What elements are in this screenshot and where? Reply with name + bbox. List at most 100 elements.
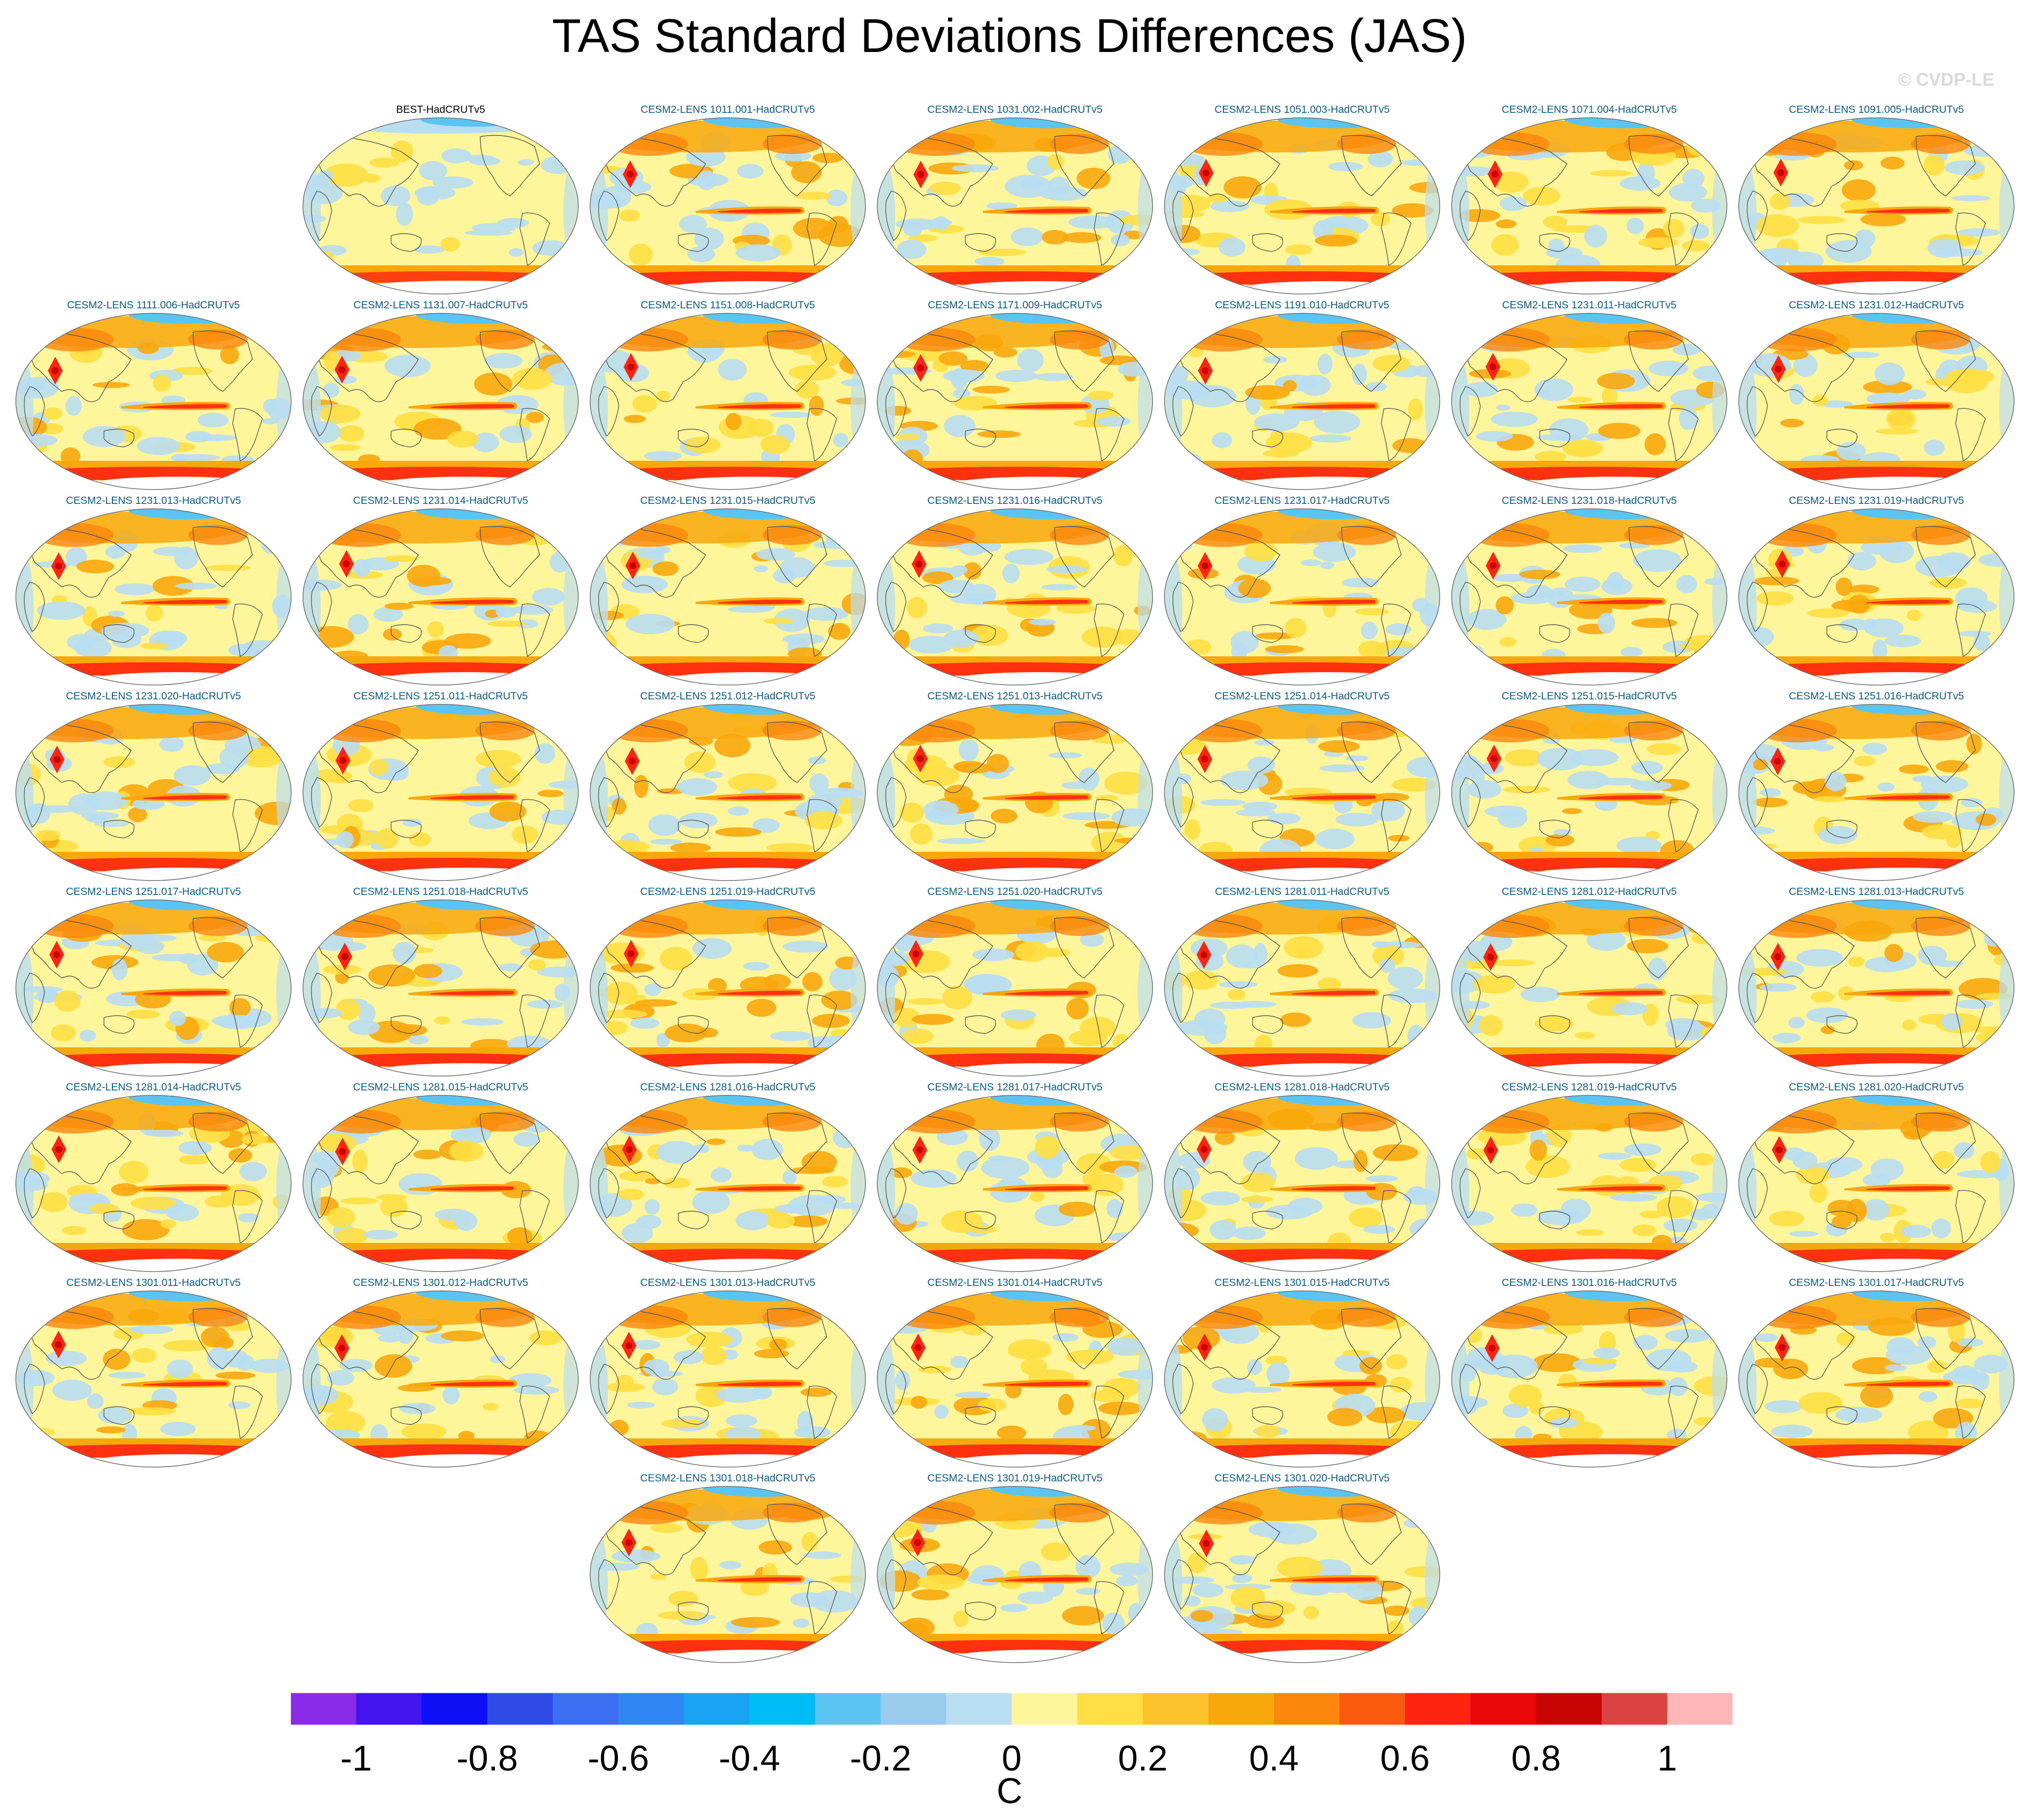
- colorbar-swatch: [421, 1693, 488, 1725]
- map-panel: CESM2-LENS 1281.018-HadCRUTv5: [1159, 1082, 1446, 1279]
- colorbar-swatch: [815, 1693, 881, 1725]
- panel-title: CESM2-LENS 1231.018-HadCRUTv5: [1502, 495, 1677, 506]
- map-panel: CESM2-LENS 1231.018-HadCRUTv5: [1446, 495, 1733, 693]
- colorbar-tick-label: 1: [1657, 1739, 1677, 1772]
- panel-title: CESM2-LENS 1301.018-HadCRUTv5: [640, 1473, 815, 1484]
- colorbar-swatch: [1470, 1693, 1537, 1725]
- panel-title: CESM2-LENS 1301.011-HadCRUTv5: [66, 1277, 241, 1288]
- map-panel: CESM2-LENS 1171.009-HadCRUTv5: [871, 299, 1159, 497]
- panel-title: CESM2-LENS 1281.019-HadCRUTv5: [1502, 1082, 1677, 1093]
- map-panel: CESM2-LENS 1251.017-HadCRUTv5: [10, 886, 297, 1084]
- map-panel: CESM2-LENS 1281.015-HadCRUTv5: [297, 1082, 584, 1279]
- map-panel: CESM2-LENS 1151.008-HadCRUTv5: [584, 299, 871, 497]
- panel-title: CESM2-LENS 1231.014-HadCRUTv5: [353, 495, 528, 506]
- map-panel: CESM2-LENS 1251.013-HadCRUTv5: [871, 690, 1159, 888]
- colorbar-swatch: [1274, 1693, 1340, 1725]
- colorbar-swatch: [618, 1693, 684, 1725]
- panel-title: CESM2-LENS 1281.011-HadCRUTv5: [1214, 886, 1390, 897]
- panel-title: CESM2-LENS 1251.018-HadCRUTv5: [353, 886, 528, 897]
- colorbar-swatch: [1077, 1693, 1143, 1725]
- globe-map: [877, 899, 1153, 1077]
- map-panel: CESM2-LENS 1281.020-HadCRUTv5: [1733, 1082, 2019, 1279]
- colorbar-tick-label: 0.8: [1512, 1739, 1561, 1772]
- globe-map: [590, 1095, 866, 1272]
- map-panel: CESM2-LENS 1231.016-HadCRUTv5: [871, 495, 1159, 693]
- panel-title: CESM2-LENS 1111.006-HadCRUTv5: [67, 299, 240, 311]
- panel-title: CESM2-LENS 1231.012-HadCRUTv5: [1789, 299, 1964, 311]
- map-panel: CESM2-LENS 1031.002-HadCRUTv5: [871, 104, 1159, 302]
- map-panel: CESM2-LENS 1301.012-HadCRUTv5: [297, 1277, 584, 1475]
- map-panel: CESM2-LENS 1281.017-HadCRUTv5: [871, 1082, 1159, 1279]
- panel-title: CESM2-LENS 1301.017-HadCRUTv5: [1789, 1277, 1964, 1288]
- colorbar-swatch: [356, 1693, 422, 1725]
- panel-title: CESM2-LENS 1251.011-HadCRUTv5: [353, 690, 528, 702]
- colorbar-swatch: [1143, 1693, 1209, 1725]
- colorbar-tick-label: -1: [340, 1739, 372, 1772]
- panel-title: CESM2-LENS 1251.015-HadCRUTv5: [1502, 690, 1677, 702]
- map-panel: CESM2-LENS 1301.015-HadCRUTv5: [1159, 1277, 1446, 1475]
- map-panel: CESM2-LENS 1251.020-HadCRUTv5: [871, 886, 1159, 1084]
- globe-map: [1451, 508, 1727, 686]
- globe-map: [590, 508, 866, 686]
- globe-map: [590, 899, 866, 1077]
- map-panel: CESM2-LENS 1251.011-HadCRUTv5: [297, 690, 584, 888]
- map-panel: CESM2-LENS 1131.007-HadCRUTv5: [297, 299, 584, 497]
- globe-map: [1164, 899, 1440, 1077]
- panel-title: CESM2-LENS 1301.020-HadCRUTv5: [1214, 1473, 1390, 1484]
- map-panel: CESM2-LENS 1251.019-HadCRUTv5: [584, 886, 871, 1084]
- panel-title: CESM2-LENS 1281.014-HadCRUTv5: [66, 1082, 241, 1093]
- globe-map: [590, 313, 866, 490]
- map-panel: CESM2-LENS 1231.020-HadCRUTv5: [10, 690, 297, 888]
- map-panel: CESM2-LENS 1231.012-HadCRUTv5: [1733, 299, 2019, 497]
- colorbar-tick-label: 0: [1002, 1739, 1021, 1772]
- map-panel: CESM2-LENS 1251.012-HadCRUTv5: [584, 690, 871, 888]
- panel-title: CESM2-LENS 1281.015-HadCRUTv5: [353, 1082, 528, 1093]
- globe-map: [1164, 1486, 1440, 1663]
- map-panel: CESM2-LENS 1281.011-HadCRUTv5: [1159, 886, 1446, 1084]
- globe-map: [1451, 313, 1727, 490]
- colorbar-swatch: [880, 1693, 947, 1725]
- panel-title: CESM2-LENS 1301.014-HadCRUTv5: [927, 1277, 1103, 1288]
- map-panel: CESM2-LENS 1301.014-HadCRUTv5: [871, 1277, 1159, 1475]
- globe-map: [877, 1290, 1153, 1468]
- globe-map: [590, 704, 866, 881]
- panel-title: CESM2-LENS 1051.003-HadCRUTv5: [1214, 104, 1390, 115]
- map-panel: CESM2-LENS 1251.016-HadCRUTv5: [1733, 690, 2019, 888]
- panel-title: CESM2-LENS 1281.018-HadCRUTv5: [1214, 1082, 1390, 1093]
- panel-title: CESM2-LENS 1251.017-HadCRUTv5: [66, 886, 241, 897]
- colorbar-swatch: [946, 1693, 1012, 1725]
- globe-map: [1451, 1095, 1727, 1272]
- map-panel: CESM2-LENS 1281.013-HadCRUTv5: [1733, 886, 2019, 1084]
- panel-title: CESM2-LENS 1281.017-HadCRUTv5: [927, 1082, 1103, 1093]
- panel-title: CESM2-LENS 1251.012-HadCRUTv5: [640, 690, 815, 702]
- colorbar-tick-label: 0.6: [1380, 1739, 1430, 1772]
- map-panel: CESM2-LENS 1251.018-HadCRUTv5: [297, 886, 584, 1084]
- map-panel: CESM2-LENS 1231.014-HadCRUTv5: [297, 495, 584, 693]
- panel-title: CESM2-LENS 1231.015-HadCRUTv5: [640, 495, 815, 506]
- map-panel: CESM2-LENS 1281.019-HadCRUTv5: [1446, 1082, 1733, 1279]
- map-panel: BEST-HadCRUTv5: [297, 104, 584, 302]
- map-panel: CESM2-LENS 1231.011-HadCRUTv5: [1446, 299, 1733, 497]
- globe-map: [1164, 313, 1440, 490]
- panel-title: CESM2-LENS 1231.020-HadCRUTv5: [66, 690, 241, 702]
- colorbar-tick-label: -0.8: [456, 1739, 518, 1772]
- colorbar-swatch: [684, 1693, 750, 1725]
- globe-map: [1164, 704, 1440, 881]
- panel-title: CESM2-LENS 1231.016-HadCRUTv5: [927, 495, 1103, 506]
- globe-map: [303, 899, 579, 1077]
- colorbar-swatch: [291, 1693, 356, 1725]
- colorbar-swatch: [1602, 1693, 1667, 1725]
- globe-map: [1738, 508, 2015, 686]
- globe-map: [877, 1095, 1153, 1272]
- globe-map: [15, 1290, 292, 1468]
- colorbar-swatch: [1536, 1693, 1602, 1725]
- globe-map: [1738, 899, 2015, 1077]
- map-panel: CESM2-LENS 1281.012-HadCRUTv5: [1446, 886, 1733, 1084]
- panel-title: CESM2-LENS 1071.004-HadCRUTv5: [1502, 104, 1677, 115]
- globe-map: [303, 704, 579, 881]
- map-panel: CESM2-LENS 1071.004-HadCRUTv5: [1446, 104, 1733, 302]
- globe-map: [303, 117, 579, 295]
- globe-map: [1451, 704, 1727, 881]
- panel-title: CESM2-LENS 1251.019-HadCRUTv5: [640, 886, 815, 897]
- globe-map: [1164, 1095, 1440, 1272]
